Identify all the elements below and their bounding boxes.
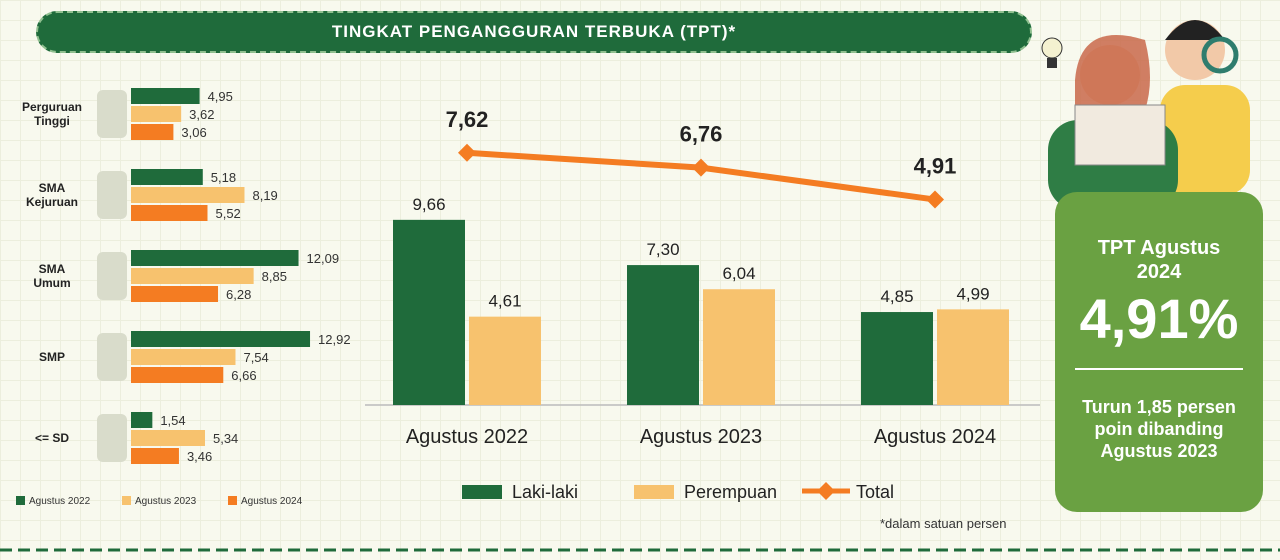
bar bbox=[131, 331, 311, 347]
value-label: 5,52 bbox=[215, 206, 240, 221]
legend-label: Total bbox=[856, 482, 894, 502]
category-label: Perguruan Tinggi bbox=[21, 100, 82, 128]
bar bbox=[469, 316, 541, 405]
category-label: SMP bbox=[38, 350, 65, 364]
summary-panel: TPT Agustus 2024 4,91% Turun 1,85 persen… bbox=[1055, 192, 1263, 512]
value-label: 6,76 bbox=[680, 122, 723, 147]
icon bbox=[97, 252, 127, 300]
bar bbox=[131, 448, 179, 464]
x-tick-label: Agustus 2023 bbox=[640, 426, 762, 448]
value-label: 3,62 bbox=[189, 107, 214, 122]
value-label: 4,91 bbox=[914, 154, 957, 179]
value-label: 7,30 bbox=[646, 240, 679, 259]
value-label: 4,95 bbox=[208, 89, 233, 104]
category-label: <= SD bbox=[34, 431, 70, 445]
line-marker bbox=[458, 143, 476, 162]
value-label: 8,19 bbox=[252, 188, 277, 203]
note: *dalam satuan persen bbox=[880, 516, 1007, 531]
value-label: 4,61 bbox=[488, 292, 521, 311]
x-tick-label: Agustus 2022 bbox=[406, 426, 528, 448]
icon bbox=[97, 90, 127, 138]
category-label: SMA Umum bbox=[33, 262, 71, 290]
bar bbox=[131, 349, 236, 365]
bar bbox=[131, 286, 219, 302]
panel-heading: TPT Agustus 2024 bbox=[1097, 237, 1221, 283]
bar bbox=[131, 169, 203, 185]
value-label: 8,85 bbox=[262, 269, 287, 284]
bar bbox=[131, 205, 208, 221]
legend-swatch bbox=[122, 496, 131, 505]
value-label: 12,09 bbox=[307, 251, 340, 266]
bar bbox=[131, 412, 153, 428]
value-label: 7,54 bbox=[243, 350, 268, 365]
bar bbox=[861, 312, 933, 405]
bar bbox=[627, 265, 699, 405]
legend-label: Agustus 2022 bbox=[29, 496, 91, 507]
title-banner: TINGKAT PENGANGGURAN TERBUKA (TPT)* bbox=[36, 11, 1032, 53]
value-label: 12,92 bbox=[318, 332, 351, 347]
legend-label: Laki-laki bbox=[512, 482, 578, 502]
legend-swatch bbox=[817, 482, 835, 500]
value-label: 3,06 bbox=[181, 125, 206, 140]
panel-value: 4,91% bbox=[1079, 287, 1239, 350]
bar bbox=[393, 219, 465, 405]
value-label: 4,85 bbox=[880, 287, 913, 306]
bar bbox=[131, 268, 254, 284]
legend-label: Agustus 2024 bbox=[241, 496, 303, 507]
lightbulb bbox=[1041, 37, 1063, 68]
panel-divider bbox=[1075, 368, 1243, 370]
icon bbox=[97, 171, 127, 219]
value-label: 5,34 bbox=[213, 431, 238, 446]
icon bbox=[97, 414, 127, 462]
illustration bbox=[1048, 20, 1250, 210]
legend-label: Perempuan bbox=[684, 482, 777, 502]
value-label: 4,99 bbox=[956, 284, 989, 303]
legend-swatch bbox=[16, 496, 25, 505]
bar bbox=[131, 88, 200, 104]
line-marker bbox=[926, 190, 944, 209]
value-label: 6,28 bbox=[226, 287, 251, 302]
value-label: 6,66 bbox=[231, 368, 256, 383]
bar bbox=[703, 289, 775, 405]
legend-swatch bbox=[462, 485, 502, 499]
bar bbox=[131, 124, 174, 140]
legend-swatch bbox=[634, 485, 674, 499]
legend-swatch bbox=[228, 496, 237, 505]
bar bbox=[131, 106, 182, 122]
value-label: 1,54 bbox=[160, 413, 185, 428]
legend-label: Agustus 2023 bbox=[135, 496, 197, 507]
bar bbox=[131, 187, 245, 203]
value-label: 7,62 bbox=[446, 107, 489, 132]
bar bbox=[131, 250, 299, 266]
bar bbox=[131, 367, 224, 383]
value-label: 9,66 bbox=[412, 195, 445, 214]
bar bbox=[937, 309, 1009, 405]
icon bbox=[97, 333, 127, 381]
value-label: 5,18 bbox=[211, 170, 236, 185]
x-tick-label: Agustus 2024 bbox=[874, 426, 996, 448]
value-label: 3,46 bbox=[187, 449, 212, 464]
value-label: 6,04 bbox=[722, 264, 755, 283]
category-label: SMA Kejuruan bbox=[25, 181, 78, 209]
bar bbox=[131, 430, 205, 446]
line-marker bbox=[692, 158, 710, 177]
panel-text: Turun 1,85 persen poin dibanding Agustus… bbox=[1082, 397, 1236, 461]
